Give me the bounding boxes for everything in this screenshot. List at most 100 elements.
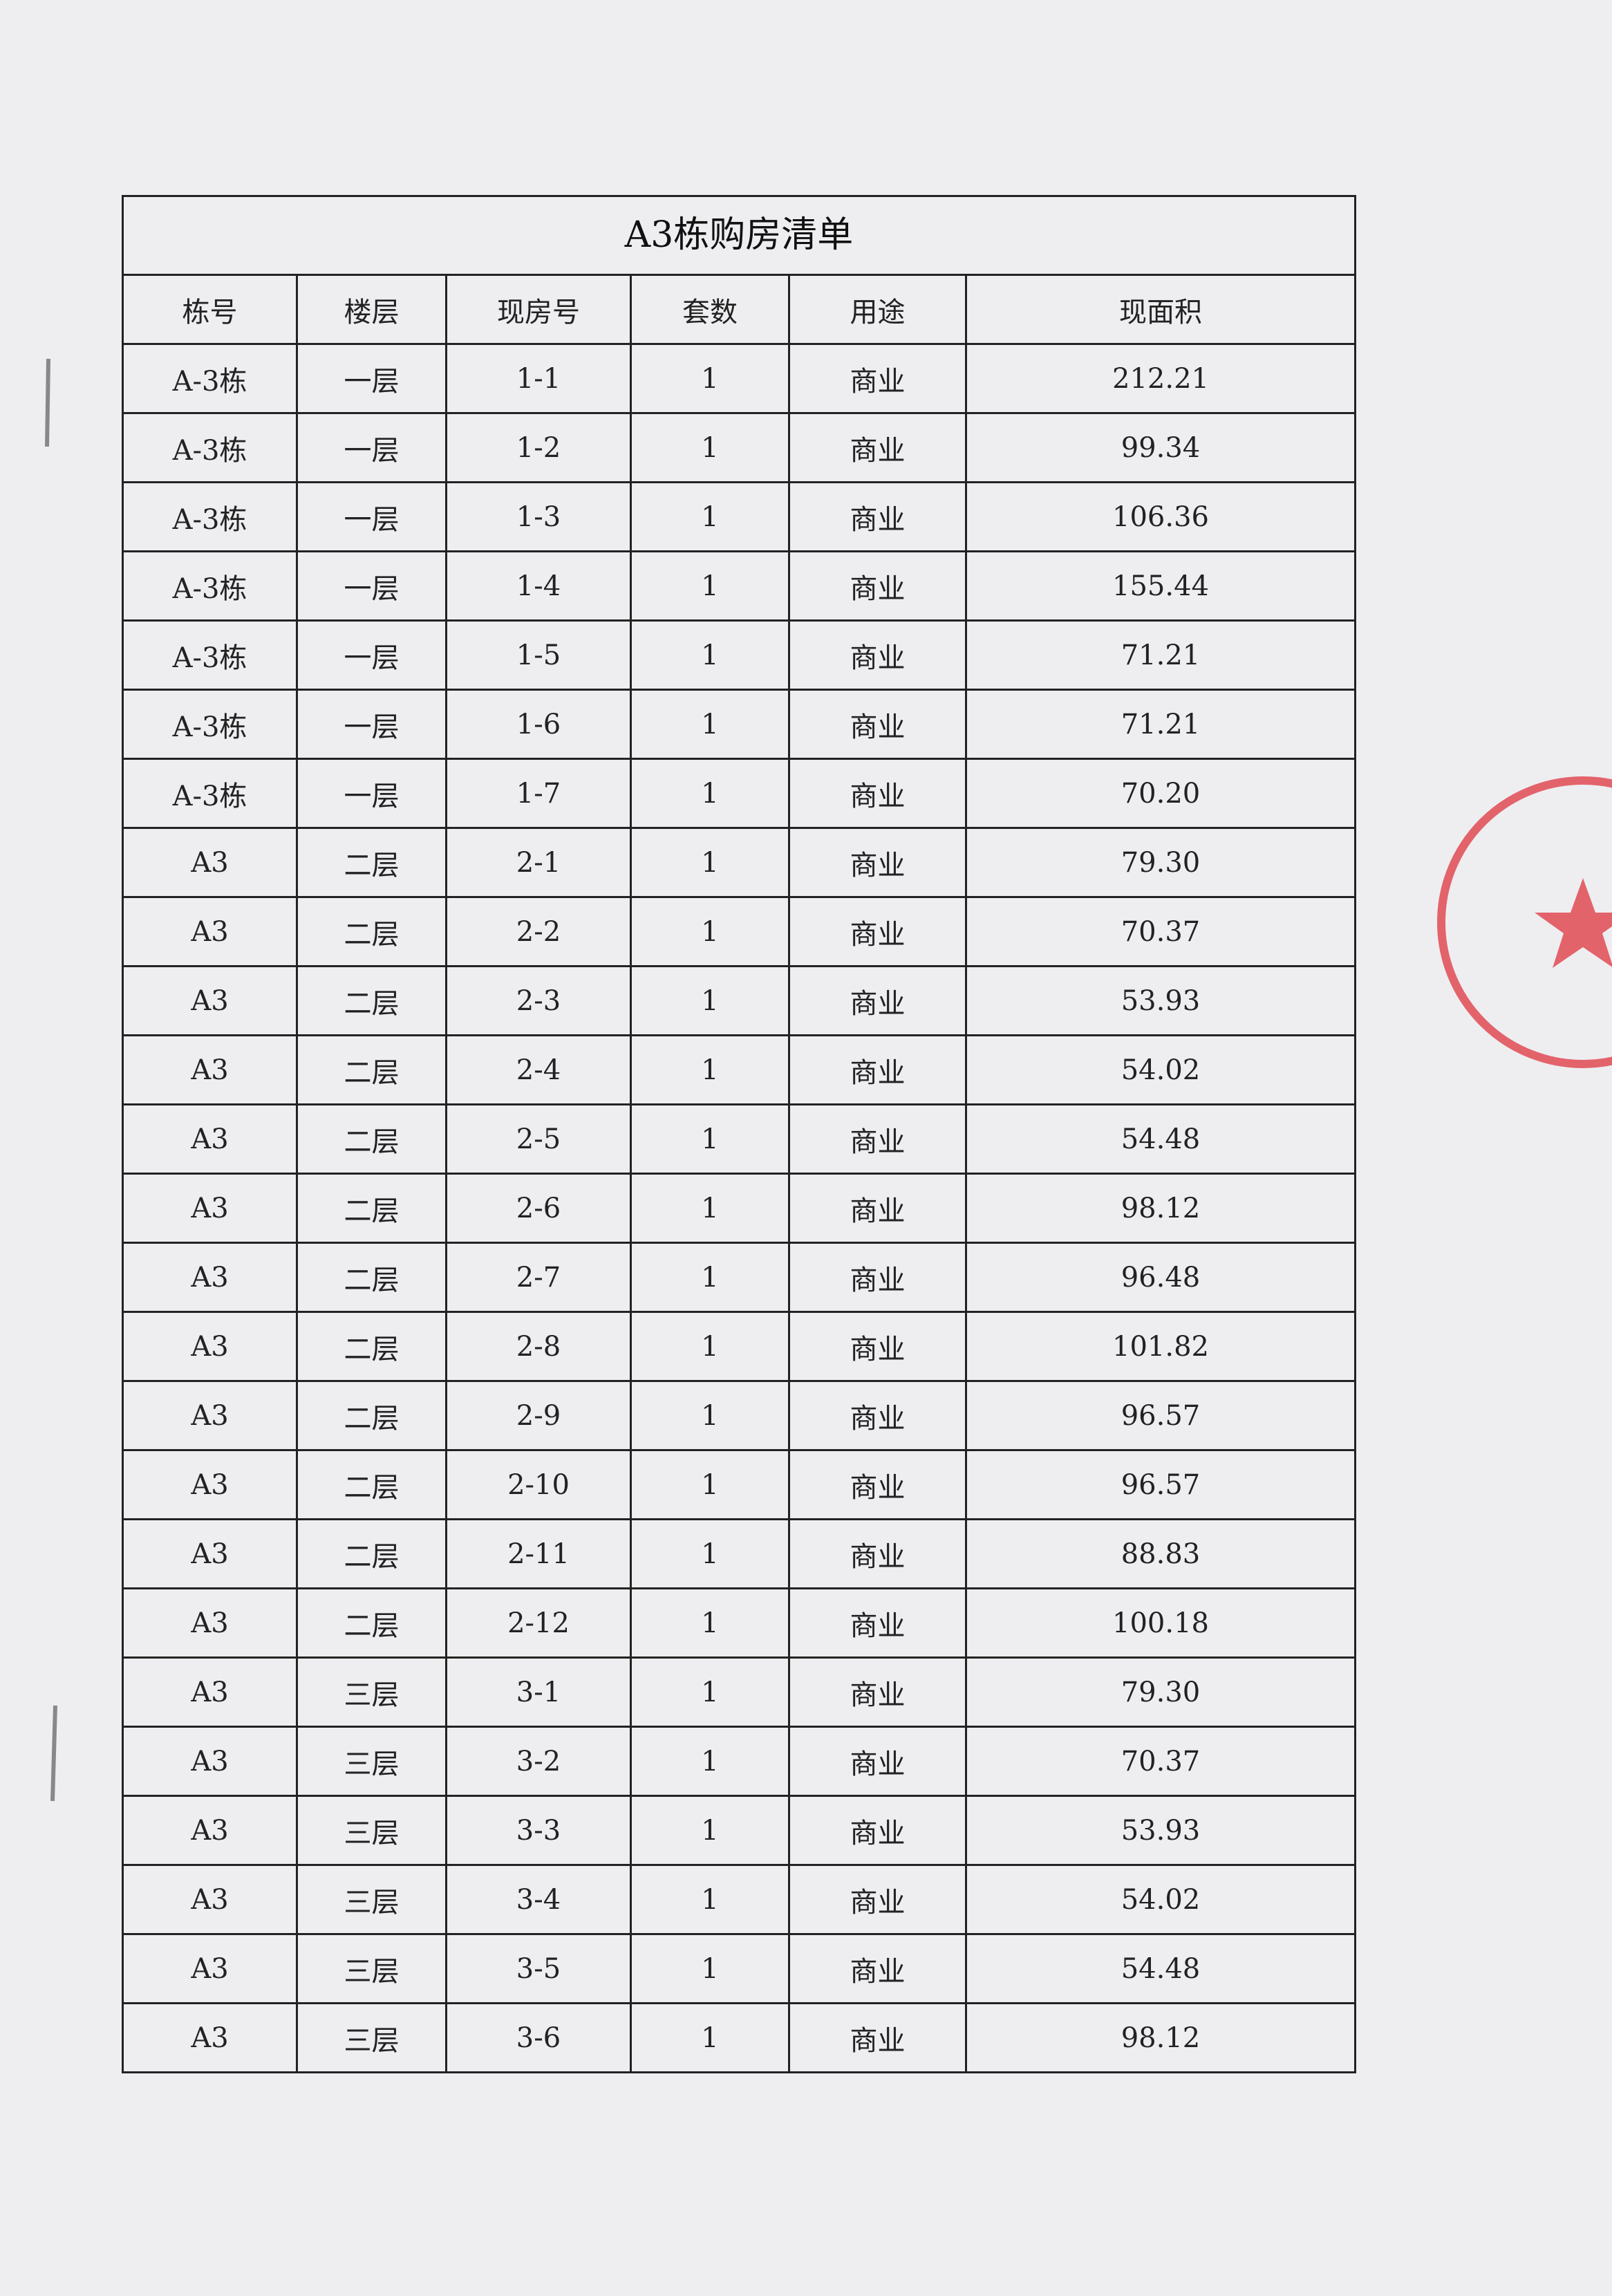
table-cell: 一层 — [296, 758, 447, 829]
table-cell: 1 — [630, 965, 790, 1036]
table-cell: 155.44 — [965, 550, 1356, 622]
table-cell: A3 — [122, 1242, 298, 1313]
table-cell: 79.30 — [965, 1656, 1356, 1728]
table-cell: 2-8 — [445, 1311, 632, 1382]
table-cell: 一层 — [296, 619, 447, 691]
table-row: A3 三层 3-3 1 商业 53.93 — [122, 1795, 1356, 1866]
table-row: A3 三层 3-2 1 商业 70.37 — [122, 1726, 1356, 1797]
table-cell: 商业 — [788, 619, 967, 691]
table-cell: A-3栋 — [122, 481, 298, 552]
table-cell: 1 — [630, 1933, 790, 2004]
table-cell: 3-5 — [445, 1933, 632, 2004]
table-row: A3 二层 2-1 1 商业 79.30 — [122, 827, 1356, 898]
table-cell: 商业 — [788, 1726, 967, 1797]
table-cell: 2-12 — [445, 1587, 632, 1659]
table-cell: 99.34 — [965, 412, 1356, 483]
table-cell: 2-9 — [445, 1380, 632, 1451]
table-row: A3 二层 2-12 1 商业 100.18 — [122, 1587, 1356, 1659]
table-cell: 二层 — [296, 1311, 447, 1382]
table-cell: A-3栋 — [122, 689, 298, 760]
table-cell: 1 — [630, 1587, 790, 1659]
table-cell: 1-2 — [445, 412, 632, 483]
table-cell: 1 — [630, 1795, 790, 1866]
table-cell: 1 — [630, 481, 790, 552]
table-cell: 商业 — [788, 1103, 967, 1175]
table-row: A3 二层 2-7 1 商业 96.48 — [122, 1242, 1356, 1313]
table-cell: 1 — [630, 1518, 790, 1589]
table-cell: A3 — [122, 1518, 298, 1589]
table-row: A3 三层 3-4 1 商业 54.02 — [122, 1864, 1356, 1935]
table-cell: 商业 — [788, 550, 967, 622]
table-cell: 1 — [630, 1380, 790, 1451]
table-cell: 商业 — [788, 343, 967, 414]
table-cell: 1-1 — [445, 343, 632, 414]
table-cell: 1 — [630, 412, 790, 483]
table-cell: 3-2 — [445, 1726, 632, 1797]
table-cell: 商业 — [788, 1656, 967, 1728]
table-cell: 1 — [630, 758, 790, 829]
table-cell: A3 — [122, 1587, 298, 1659]
table-cell: 54.02 — [965, 1864, 1356, 1935]
table-cell: 3-3 — [445, 1795, 632, 1866]
table-cell: 二层 — [296, 1380, 447, 1451]
table-cell: 1 — [630, 619, 790, 691]
table-cell: 79.30 — [965, 827, 1356, 898]
table-cell: 106.36 — [965, 481, 1356, 552]
table-row: A-3栋 一层 1-1 1 商业 212.21 — [122, 343, 1356, 414]
table-cell: 71.21 — [965, 619, 1356, 691]
table-cell: 2-4 — [445, 1034, 632, 1105]
table-cell: 三层 — [296, 1864, 447, 1935]
table-cell: 一层 — [296, 343, 447, 414]
table-cell: 1-4 — [445, 550, 632, 622]
table-cell: 70.37 — [965, 896, 1356, 967]
header-cell: 栋号 — [122, 274, 298, 345]
table-cell: 一层 — [296, 481, 447, 552]
table-cell: A3 — [122, 1173, 298, 1244]
table-cell: A-3栋 — [122, 412, 298, 483]
table-cell: A3 — [122, 1311, 298, 1382]
table-cell: 2-11 — [445, 1518, 632, 1589]
table-row: A-3栋 一层 1-3 1 商业 106.36 — [122, 481, 1356, 552]
table-row: A3 二层 2-2 1 商业 70.37 — [122, 896, 1356, 967]
table-cell: 54.02 — [965, 1034, 1356, 1105]
table-cell: A3 — [122, 1933, 298, 2004]
table-cell: 二层 — [296, 1173, 447, 1244]
table-cell: 70.37 — [965, 1726, 1356, 1797]
table-cell: 2-7 — [445, 1242, 632, 1313]
table-cell: 1 — [630, 550, 790, 622]
table-cell: 三层 — [296, 1795, 447, 1866]
table-cell: A-3栋 — [122, 343, 298, 414]
table-cell: A3 — [122, 896, 298, 967]
table-cell: 1 — [630, 1656, 790, 1728]
table-cell: 2-10 — [445, 1449, 632, 1520]
table-cell: 1 — [630, 827, 790, 898]
table-cell: A3 — [122, 1034, 298, 1105]
table-cell: 1-3 — [445, 481, 632, 552]
table-cell: 商业 — [788, 1034, 967, 1105]
table-cell: 商业 — [788, 1518, 967, 1589]
table-cell: 商业 — [788, 1449, 967, 1520]
table-cell: 1 — [630, 1449, 790, 1520]
table-cell: 1 — [630, 1242, 790, 1313]
table-cell: 1 — [630, 343, 790, 414]
table-row: A3 二层 2-3 1 商业 53.93 — [122, 965, 1356, 1036]
staple — [50, 1705, 57, 1802]
table-cell: 三层 — [296, 1933, 447, 2004]
table-cell: 96.57 — [965, 1449, 1356, 1520]
table-cell: 98.12 — [965, 1173, 1356, 1244]
table-cell: 商业 — [788, 1864, 967, 1935]
table-cell: 商业 — [788, 2002, 967, 2073]
table-cell: 商业 — [788, 1380, 967, 1451]
table-cell: A3 — [122, 1449, 298, 1520]
header-row: 栋号 楼层 现房号 套数 用途 现面积 — [122, 274, 1356, 345]
header-cell: 套数 — [630, 274, 790, 345]
table-cell: 96.48 — [965, 1242, 1356, 1313]
table-row: A3 三层 3-1 1 商业 79.30 — [122, 1656, 1356, 1728]
table-cell: 3-4 — [445, 1864, 632, 1935]
table-cell: 一层 — [296, 550, 447, 622]
table-cell: 1-6 — [445, 689, 632, 760]
table-cell: 3-1 — [445, 1656, 632, 1728]
table-cell: A3 — [122, 1864, 298, 1935]
header-cell: 用途 — [788, 274, 967, 345]
